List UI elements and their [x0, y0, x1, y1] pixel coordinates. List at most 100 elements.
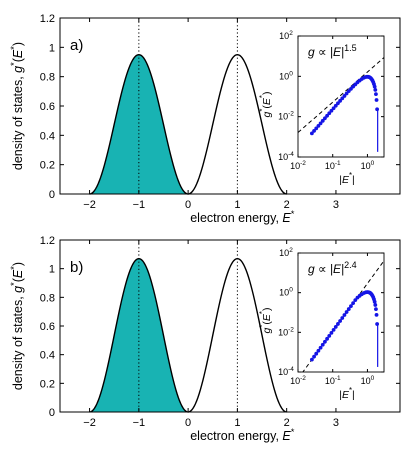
data-marker — [314, 351, 319, 356]
data-marker — [316, 123, 321, 128]
x-axis-label: electron energy, E*​ — [190, 209, 295, 225]
x-tick-label: −2 — [83, 417, 96, 429]
data-marker — [342, 94, 347, 98]
inset-x-tick-label: 10-1 — [325, 160, 341, 171]
data-marker — [318, 345, 323, 350]
data-marker — [329, 108, 334, 113]
data-marker — [373, 87, 378, 92]
inset-y-axis-label: g*​(E*​) — [258, 308, 273, 334]
data-marker — [373, 303, 378, 307]
data-marker — [372, 299, 377, 304]
inset-plot: 10-210-110010-410-2100102|E*​|g*​(E*​)g … — [258, 247, 385, 401]
y-tick-label: 1.2 — [40, 13, 55, 25]
y-tick-label: 1 — [49, 264, 55, 276]
data-marker — [325, 336, 329, 341]
filled-lower-band — [89, 54, 189, 194]
data-marker — [327, 333, 332, 338]
data-marker — [342, 313, 347, 317]
panel-b: −2 −1 0 1 2 3 0 0.2 0.4 0.6 0.8 1 1.2 electron energy… — [9, 235, 401, 443]
data-marker — [329, 330, 334, 335]
data-marker — [372, 84, 377, 89]
inset-y-tick-label: 100 — [279, 70, 293, 81]
x-tick-label: 2 — [284, 199, 290, 211]
power-law-annotation: g ∝ |E|1.5 — [308, 43, 357, 59]
data-marker — [309, 357, 314, 362]
data-marker — [323, 116, 327, 121]
inset-y-tick-label: 10-4 — [278, 366, 294, 377]
data-marker — [351, 301, 356, 306]
data-marker — [309, 131, 314, 136]
x-tick-label: −1 — [133, 199, 146, 211]
x-tick-label: −2 — [83, 199, 96, 211]
data-marker — [349, 304, 353, 308]
data-marker — [338, 319, 342, 323]
data-marker — [346, 307, 351, 311]
inset-x-tick-label: 100 — [361, 160, 375, 171]
inset-plot-area — [302, 260, 384, 372]
y-tick-label: 1 — [49, 42, 55, 54]
y-tick-label: 0.2 — [40, 160, 55, 172]
x-tick-label: 2 — [284, 417, 290, 429]
x-tick-label: 1 — [234, 417, 240, 429]
data-marker — [331, 106, 336, 111]
data-marker — [333, 103, 338, 108]
data-marker — [374, 312, 379, 317]
y-tick-label: 0 — [49, 189, 55, 201]
x-tick-label: 0 — [185, 199, 191, 211]
y-axis-label: density of states, g*​(E*​) — [9, 42, 25, 170]
data-marker — [374, 98, 379, 102]
x-tick-label: 1 — [234, 199, 240, 211]
data-marker — [314, 126, 319, 131]
panel-label: b) — [70, 259, 83, 276]
y-tick-label: 0.6 — [40, 321, 55, 333]
data-marker — [336, 322, 340, 326]
inset-x-axis-label: |E*​| — [339, 171, 355, 186]
y-axis-label: density of states, g*​(E*​) — [9, 262, 25, 390]
filled-lower-band — [89, 258, 189, 412]
y-tick-label: 1.2 — [40, 235, 55, 247]
x-tick-label: 3 — [333, 199, 339, 211]
data-marker — [344, 310, 349, 314]
y-tick-label: 0.8 — [40, 72, 55, 84]
inset-y-tick-label: 10-2 — [278, 326, 294, 337]
inset-frame — [297, 35, 385, 158]
x-tick-label: −1 — [133, 417, 146, 429]
data-marker — [374, 307, 378, 312]
y-tick-label: 0.4 — [40, 350, 55, 362]
inset-y-tick-label: 100 — [279, 287, 293, 298]
data-marker — [325, 113, 329, 118]
inset-x-tick-label: 10-1 — [325, 375, 341, 386]
data-marker — [374, 92, 378, 96]
x-tick-label: 3 — [333, 417, 339, 429]
inset-y-tick-label: 10-4 — [278, 151, 294, 162]
data-marker — [318, 121, 323, 126]
data-marker — [323, 339, 327, 344]
inset-x-tick-label: 100 — [361, 375, 375, 386]
inset-frame — [297, 252, 385, 373]
x-axis-label: electron energy, E*​ — [190, 427, 295, 443]
data-marker — [327, 111, 332, 116]
data-marker — [340, 96, 345, 101]
panel-a: −2 −1 0 1 2 3 0 0.2 0.4 0.6 0.8 1 1.2 electron energy… — [9, 13, 401, 225]
inset-x-axis-label: |E*​| — [339, 386, 355, 401]
data-marker — [320, 118, 325, 123]
inset-y-tick-label: 10-2 — [278, 111, 294, 122]
y-tick-label: 0 — [49, 407, 55, 419]
y-tick-label: 0.8 — [40, 292, 55, 304]
y-tick-label: 0.6 — [40, 101, 55, 113]
power-law-fit-line — [298, 57, 384, 133]
data-marker — [320, 342, 325, 347]
inset-plot-area — [298, 57, 384, 152]
inset-x-tick-label: 10-2 — [290, 160, 306, 171]
data-marker — [312, 354, 316, 359]
inset-x-tick-label: 10-2 — [290, 375, 306, 386]
data-marker — [312, 128, 316, 133]
data-marker — [331, 327, 336, 332]
y-tick-label: 0.2 — [40, 378, 55, 390]
data-marker — [333, 325, 338, 329]
power-law-annotation: g ∝ |E|2.4 — [308, 260, 357, 276]
data-marker — [340, 316, 345, 320]
y-tick-label: 0.4 — [40, 130, 55, 142]
inset-y-tick-label: 102 — [279, 30, 293, 41]
